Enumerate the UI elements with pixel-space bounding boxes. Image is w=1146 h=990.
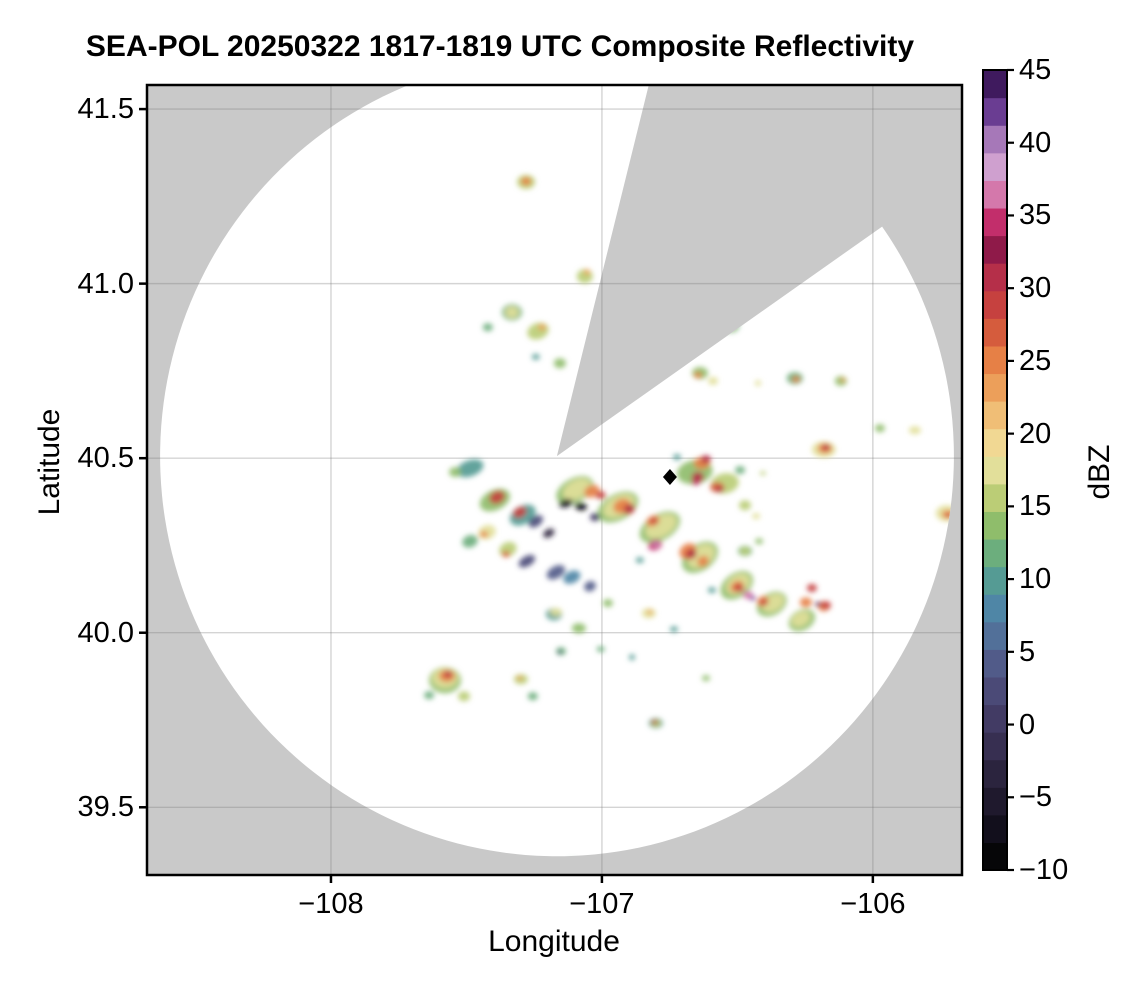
tick-marks xyxy=(139,107,875,883)
chart-title: SEA-POL 20250322 1817-1819 UTC Composite… xyxy=(85,30,915,63)
colorbar-tick-label: 35 xyxy=(1019,199,1052,232)
colorbar-tick-label: 10 xyxy=(1019,563,1052,596)
y-tick-label: 39.5 xyxy=(77,791,134,824)
x-tick-label: −106 xyxy=(840,888,906,920)
y-tick-label: 41.0 xyxy=(77,267,134,300)
colorbar-tick-label: 25 xyxy=(1019,344,1052,377)
colorbar-tick-label: 45 xyxy=(1019,54,1052,86)
y-tick-label: 41.5 xyxy=(77,93,134,126)
y-tick-label: 40.0 xyxy=(77,616,134,649)
colorbar-tick-label: −5 xyxy=(1019,781,1053,814)
x-tick-label: −107 xyxy=(569,888,635,920)
x-tick-label: −108 xyxy=(298,888,364,920)
reflectivity-echoes xyxy=(424,175,954,729)
colorbar-label: dBZ xyxy=(1083,444,1116,500)
plot-area xyxy=(147,85,962,875)
colorbar xyxy=(982,68,1014,872)
colorbar-tick-label: 30 xyxy=(1019,272,1052,305)
plot-border xyxy=(145,83,964,877)
colorbar-tick-label: 0 xyxy=(1019,708,1036,741)
colorbar-tick-marks xyxy=(1007,68,1014,872)
colorbar-tick-label: 15 xyxy=(1019,490,1052,523)
gridlines xyxy=(147,85,962,875)
colorbar-tick-label: 40 xyxy=(1019,126,1052,159)
y-tick-label: 40.5 xyxy=(77,442,134,475)
colorbar-tick-label: 20 xyxy=(1019,417,1052,450)
radar-coverage-area xyxy=(160,85,954,857)
site-diamond-marker xyxy=(662,469,677,486)
colorbar-tick-label: 5 xyxy=(1019,635,1036,668)
colorbar-tick-label: −10 xyxy=(1019,854,1069,886)
x-axis-label: Longitude xyxy=(488,925,620,958)
colorbar-border xyxy=(982,69,1008,871)
